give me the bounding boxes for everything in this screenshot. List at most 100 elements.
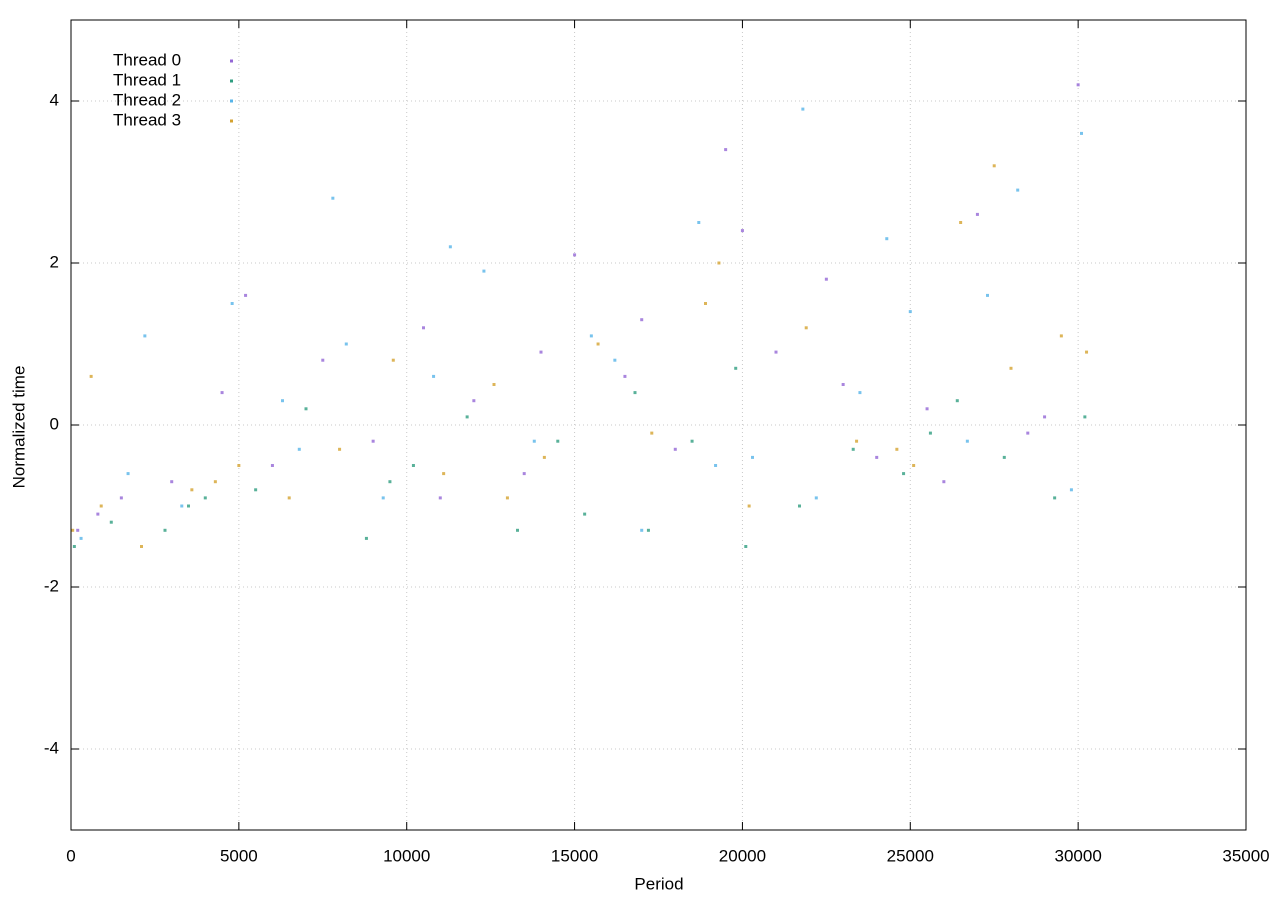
scatter-point — [230, 302, 234, 305]
scatter-point — [79, 536, 83, 540]
scatter-point — [522, 472, 526, 476]
scatter-point — [740, 229, 744, 233]
scatter-point — [1069, 488, 1073, 492]
scatter-point — [213, 480, 217, 484]
scatter-point — [908, 310, 912, 314]
scatter-point — [505, 496, 509, 500]
scatter-point — [364, 536, 368, 540]
legend-label: Thread 0 — [113, 50, 181, 69]
scatter-point — [875, 455, 879, 459]
scatter-point — [89, 374, 93, 378]
scatter-point — [841, 383, 845, 386]
scatter-point — [203, 496, 207, 500]
scatter-point — [448, 245, 452, 249]
scatter-point — [99, 504, 103, 508]
scatter-point — [955, 399, 959, 403]
scatter-point — [344, 342, 348, 346]
scatter-point — [633, 391, 637, 395]
y-tick-label: -4 — [44, 738, 59, 757]
scatter-point — [640, 318, 644, 322]
scatter-point — [119, 496, 123, 500]
scatter-point — [613, 358, 617, 362]
scatter-point — [438, 496, 442, 500]
legend-swatch — [230, 99, 233, 103]
scatter-point — [965, 439, 969, 443]
scatter-point — [902, 472, 906, 476]
scatter-point — [673, 447, 677, 451]
scatter-point — [304, 407, 308, 411]
y-tick-label: 0 — [50, 414, 59, 433]
scatter-point — [1076, 83, 1080, 87]
scatter-point — [734, 366, 738, 370]
scatter-point — [650, 431, 654, 435]
scatter-point — [1043, 415, 1047, 419]
scatter-point — [492, 383, 496, 386]
scatter-point — [1083, 415, 1087, 419]
scatter-point — [646, 528, 650, 532]
scatter-point — [992, 164, 996, 168]
scatter-point — [928, 431, 932, 435]
scatter-point — [482, 269, 486, 273]
scatter-point — [895, 447, 899, 451]
scatter-point — [798, 504, 801, 508]
y-tick-label: -2 — [44, 576, 59, 595]
scatter-point — [801, 107, 805, 111]
scatter-point — [163, 528, 167, 532]
scatter-point — [814, 496, 818, 500]
scatter-point — [589, 334, 593, 338]
scatter-point — [959, 221, 963, 224]
scatter-point — [717, 261, 721, 265]
scatter-point — [432, 374, 436, 378]
x-axis-label: Period — [634, 874, 683, 893]
scatter-point — [1080, 131, 1083, 135]
scatter-point — [391, 358, 395, 362]
scatter-point — [411, 464, 415, 467]
scatter-point — [774, 350, 778, 354]
legend-label: Thread 3 — [113, 110, 181, 129]
scatter-point — [986, 293, 989, 297]
scatter-point — [596, 342, 600, 346]
scatter-point — [640, 528, 644, 532]
scatter-point — [371, 439, 375, 443]
scatter-point — [912, 464, 916, 467]
scatter-point — [254, 488, 258, 492]
scatter-point — [885, 237, 889, 241]
scatter-point — [388, 480, 392, 484]
legend-swatch — [230, 119, 233, 123]
scatter-point — [270, 464, 274, 467]
scatter-point — [539, 350, 543, 354]
scatter-point — [297, 447, 301, 451]
x-tick-label: 30000 — [1055, 846, 1102, 865]
scatter-point — [180, 504, 184, 508]
scatter-point — [516, 528, 519, 532]
legend-swatch — [230, 79, 233, 83]
x-tick-label: 35000 — [1222, 846, 1269, 865]
scatter-point — [1016, 188, 1020, 192]
scatter-point — [190, 488, 194, 492]
scatter-point — [623, 374, 627, 378]
scatter-point — [556, 439, 560, 443]
y-tick-label: 2 — [50, 252, 59, 271]
scatter-point — [542, 455, 546, 459]
scatter-point — [583, 512, 587, 516]
y-tick-label: 4 — [50, 90, 59, 109]
scatter-point — [143, 334, 147, 338]
scatter-point — [1053, 496, 1057, 500]
scatter-point — [804, 326, 808, 330]
scatter-point — [1009, 366, 1013, 370]
scatter-point — [381, 496, 385, 500]
scatter-point — [321, 358, 325, 362]
scatter-point — [751, 455, 754, 459]
x-tick-label: 25000 — [887, 846, 934, 865]
scatter-point — [1059, 334, 1063, 338]
scatter-point — [331, 196, 335, 200]
legend-label: Thread 2 — [113, 90, 181, 109]
scatter-point — [1026, 431, 1030, 435]
scatter-point — [220, 391, 224, 395]
scatter-point — [573, 253, 577, 257]
scatter-point — [442, 472, 446, 476]
scatter-point — [714, 464, 718, 467]
scatter-point — [126, 472, 130, 476]
scatter-point — [744, 545, 748, 548]
scatter-point — [96, 512, 100, 516]
